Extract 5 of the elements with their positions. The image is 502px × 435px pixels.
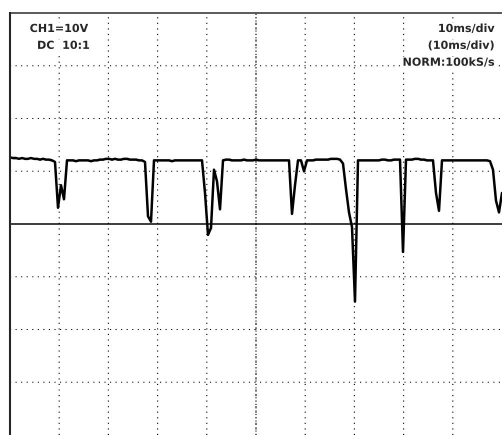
text: NORM:100kS/s [404,57,494,67]
text: (10ms/div) [428,40,494,50]
text: DC 10:1 [38,40,90,50]
text: 10ms/div [439,24,494,34]
text: CH1=10V [30,24,88,32]
